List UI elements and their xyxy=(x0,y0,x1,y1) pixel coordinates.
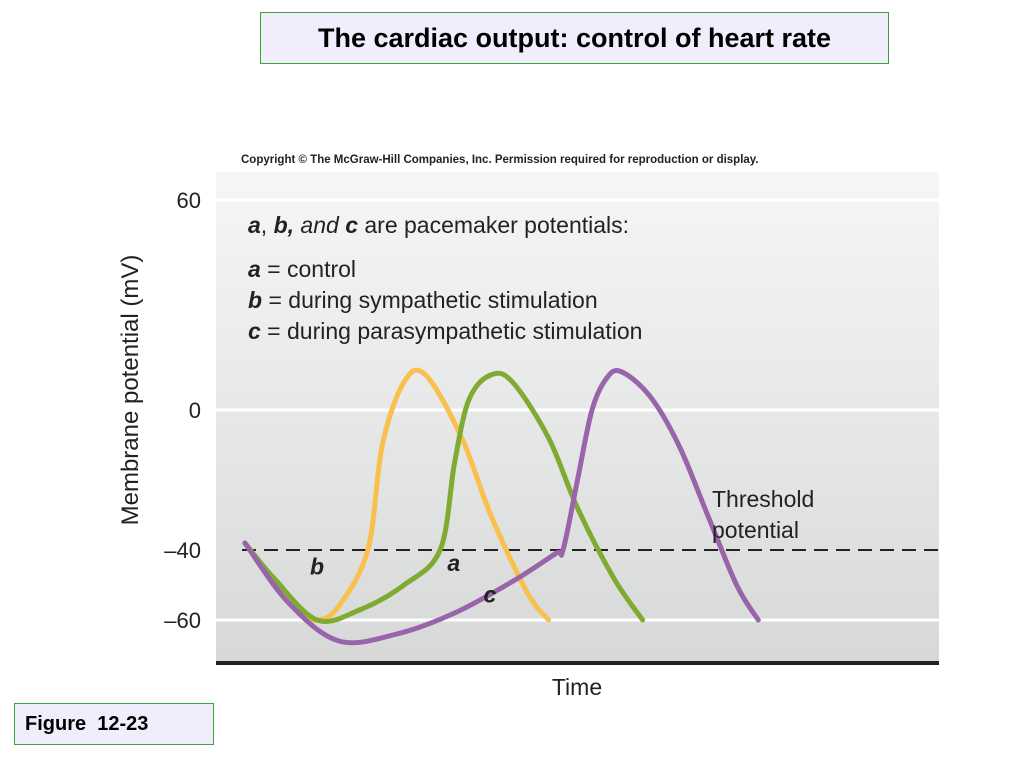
figure-label: Figure 12-23 xyxy=(14,703,214,745)
legend-heading-a: a xyxy=(248,212,261,238)
series-label-b: b xyxy=(310,554,324,580)
legend-text-c: = during parasympathetic stimulation xyxy=(261,318,643,344)
legend-key-c: c xyxy=(248,318,261,344)
x-axis-baseline xyxy=(216,661,939,665)
plot-background xyxy=(216,172,939,662)
legend-text-a: = control xyxy=(261,256,356,282)
legend-heading-rest: are pacemaker potentials: xyxy=(358,212,629,238)
legend-heading-c: c xyxy=(345,212,358,238)
legend-item-c: c = during parasympathetic stimulation xyxy=(248,318,642,344)
series-line-c xyxy=(242,367,761,646)
y-tick-label-0: 60 xyxy=(177,188,201,213)
x-axis-label: Time xyxy=(552,674,602,700)
copyright-notice: Copyright © The McGraw-Hill Companies, I… xyxy=(241,154,759,166)
legend-heading: a, b, and c are pacemaker potentials: xyxy=(248,212,629,238)
legend-item-a: a = control xyxy=(248,256,356,282)
y-axis-label: Membrane potential (mV) xyxy=(117,255,144,526)
legend-key-b: b xyxy=(248,287,262,313)
slide-title: The cardiac output: control of heart rat… xyxy=(260,12,889,64)
legend-key-a: a xyxy=(248,256,261,282)
y-tick-label-1: 0 xyxy=(189,398,201,423)
y-tick-label-2: –40 xyxy=(164,538,201,563)
legend-heading-b: b, xyxy=(274,212,294,238)
series-label-a: a xyxy=(447,550,460,576)
legend-heading-and: and xyxy=(294,212,345,238)
legend: a, b, and c are pacemaker potentials: a … xyxy=(248,212,642,344)
legend-heading-sep: , xyxy=(261,212,274,238)
y-tick-label-3: –60 xyxy=(164,608,201,633)
threshold-label-line1: Threshold xyxy=(712,486,814,512)
legend-text-b: = during sympathetic stimulation xyxy=(262,287,598,313)
series-label-c: c xyxy=(484,582,497,608)
legend-item-b: b = during sympathetic stimulation xyxy=(248,287,598,313)
threshold-label-line2: potential xyxy=(712,517,799,543)
